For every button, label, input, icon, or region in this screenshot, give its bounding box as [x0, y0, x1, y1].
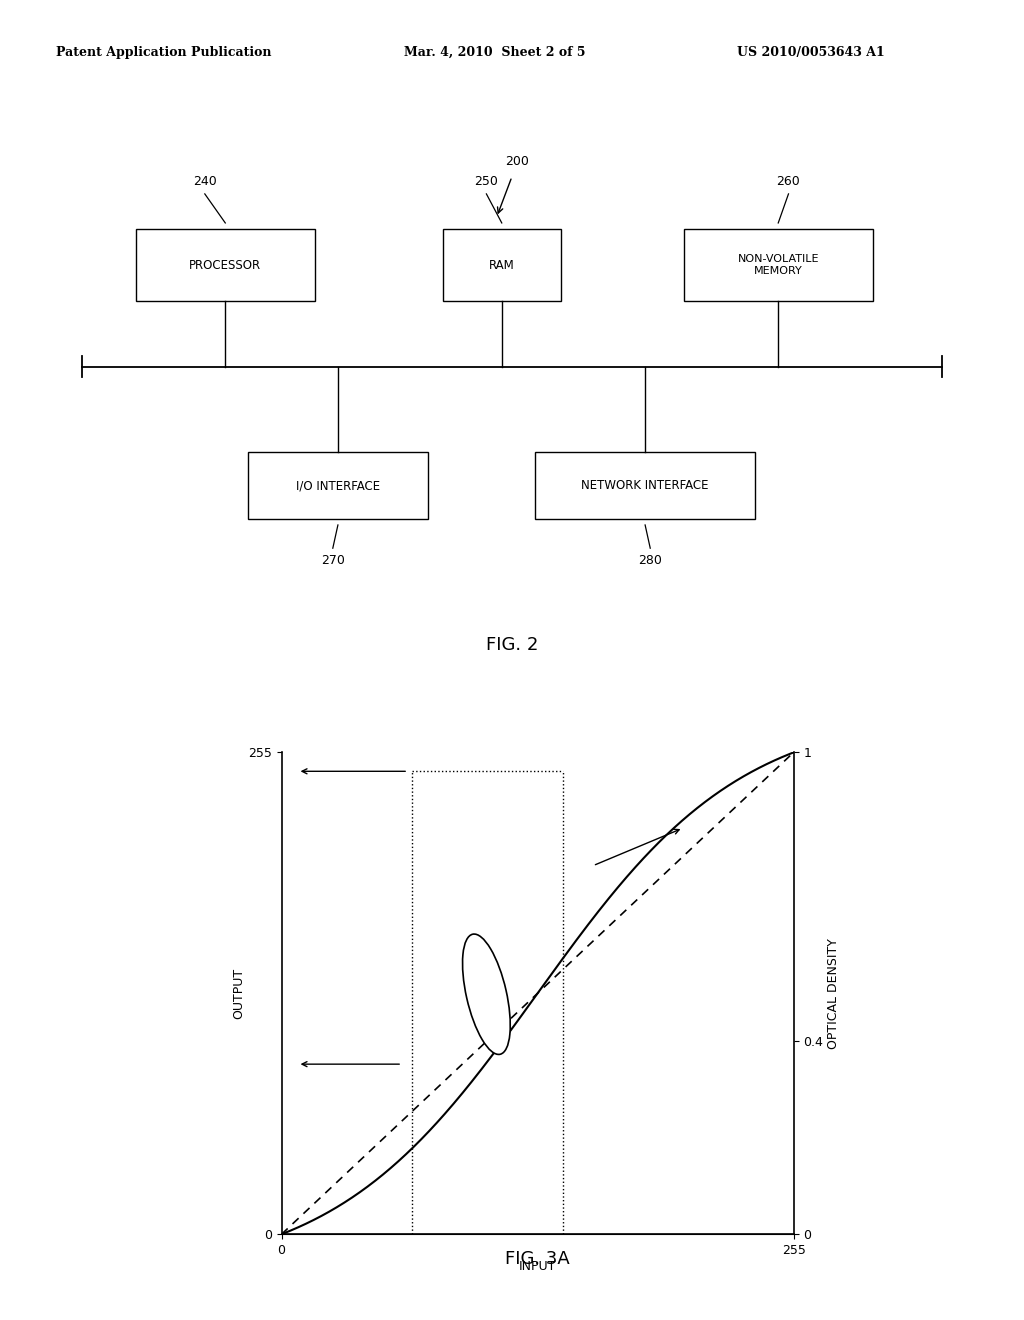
Bar [442, 228, 561, 301]
Y-axis label: OUTPUT: OUTPUT [232, 968, 245, 1019]
Text: NON-VOLATILE
MEMORY: NON-VOLATILE MEMORY [737, 255, 819, 276]
Text: 250: 250 [474, 176, 499, 187]
Text: 240: 240 [193, 176, 217, 187]
Ellipse shape [463, 935, 510, 1055]
Text: PROCESSOR: PROCESSOR [189, 259, 261, 272]
Text: 280: 280 [638, 554, 663, 568]
Text: FIG. 2: FIG. 2 [485, 636, 539, 655]
Text: Patent Application Publication: Patent Application Publication [56, 46, 271, 59]
Text: US 2010/0053643 A1: US 2010/0053643 A1 [737, 46, 885, 59]
Bar [249, 453, 428, 519]
Bar [684, 228, 872, 301]
Text: RAM: RAM [488, 259, 515, 272]
Bar [135, 228, 315, 301]
Bar [535, 453, 755, 519]
Text: FIG. 3A: FIG. 3A [505, 1250, 570, 1269]
Text: I/O INTERFACE: I/O INTERFACE [296, 479, 380, 492]
Y-axis label: OPTICAL DENSITY: OPTICAL DENSITY [827, 939, 841, 1048]
Text: NETWORK INTERFACE: NETWORK INTERFACE [582, 479, 709, 492]
Text: Mar. 4, 2010  Sheet 2 of 5: Mar. 4, 2010 Sheet 2 of 5 [404, 46, 586, 59]
Text: 200: 200 [505, 154, 529, 168]
Text: 260: 260 [776, 176, 801, 187]
Text: 270: 270 [321, 554, 345, 568]
X-axis label: INPUT: INPUT [519, 1259, 556, 1272]
